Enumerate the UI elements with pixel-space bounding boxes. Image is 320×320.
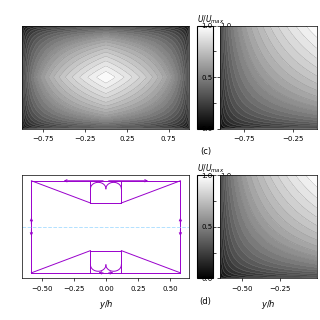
Text: (c): (c) (200, 147, 211, 156)
Text: $U/U_{max}$: $U/U_{max}$ (197, 13, 224, 26)
X-axis label: $y/h$: $y/h$ (99, 298, 113, 311)
X-axis label: $y/h$: $y/h$ (261, 298, 276, 311)
Text: (d): (d) (200, 297, 212, 306)
Text: $U/U_{max}$: $U/U_{max}$ (197, 163, 224, 175)
